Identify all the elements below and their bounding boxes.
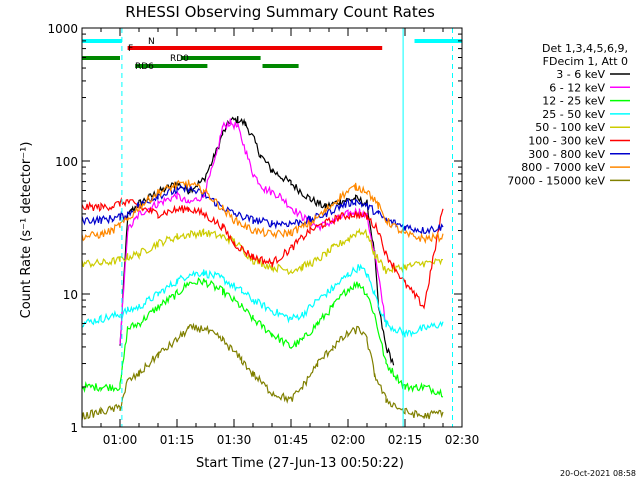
x-tick-label-0: 01:00 <box>103 433 138 447</box>
series-line-1 <box>119 118 387 345</box>
legend-header-1: FDecim 1, Att 0 <box>543 55 628 68</box>
legend: Det 1,3,4,5,6,9,FDecim 1, Att 03 - 6 keV… <box>507 42 630 187</box>
axes: 01:00 01:15 01:30 01:45 02:00 02:15 02:30 1 10 10… <box>47 22 479 447</box>
y-axis-label: Count Rate (s⁻¹ detector⁻¹) <box>19 142 34 319</box>
y-tick-label-3: 1000 <box>47 22 78 36</box>
chart-title: RHESSI Observing Summary Count Rates <box>125 3 435 21</box>
series-line-8 <box>81 322 444 421</box>
y-tick-label-0: 1 <box>70 421 78 435</box>
plot-area: N F RD0 RD6 <box>81 28 462 427</box>
series-line-7 <box>81 179 444 245</box>
legend-label-1: 6 - 12 keV <box>549 81 605 94</box>
x-tick-label-5: 02:15 <box>388 433 423 447</box>
legend-label-3: 25 - 50 keV <box>542 108 605 121</box>
x-tick-label-2: 01:30 <box>217 433 252 447</box>
series-line-0 <box>119 115 395 366</box>
x-tick-label-6: 02:30 <box>445 433 480 447</box>
legend-label-0: 3 - 6 keV <box>556 68 605 81</box>
x-tick-label-1: 01:15 <box>160 433 195 447</box>
legend-label-6: 300 - 800 keV <box>528 148 605 161</box>
y-tick-label-1: 10 <box>63 288 78 302</box>
y-tick-label-2: 100 <box>55 155 78 169</box>
x-tick-label-3: 01:45 <box>274 433 309 447</box>
legend-header-0: Det 1,3,4,5,6,9, <box>542 42 628 55</box>
series-line-3 <box>81 263 444 338</box>
x-tick-label-4: 02:00 <box>331 433 366 447</box>
timestamp: 20-Oct-2021 08:58 <box>560 469 636 478</box>
flag-label-2: RD0 <box>170 54 189 64</box>
legend-label-8: 7000 - 15000 keV <box>507 174 605 187</box>
series-line-4 <box>81 227 444 276</box>
flag-label-1: F <box>128 44 133 54</box>
legend-label-2: 12 - 25 keV <box>542 95 605 108</box>
series-line-2 <box>81 277 444 398</box>
legend-label-7: 800 - 7000 keV <box>521 161 605 174</box>
legend-label-5: 100 - 300 keV <box>528 135 605 148</box>
flag-label-0: N <box>148 37 155 47</box>
flag-label-3: RD6 <box>135 62 154 72</box>
x-axis-label: Start Time (27-Jun-13 00:50:22) <box>196 456 404 471</box>
legend-label-4: 50 - 100 keV <box>535 121 605 134</box>
